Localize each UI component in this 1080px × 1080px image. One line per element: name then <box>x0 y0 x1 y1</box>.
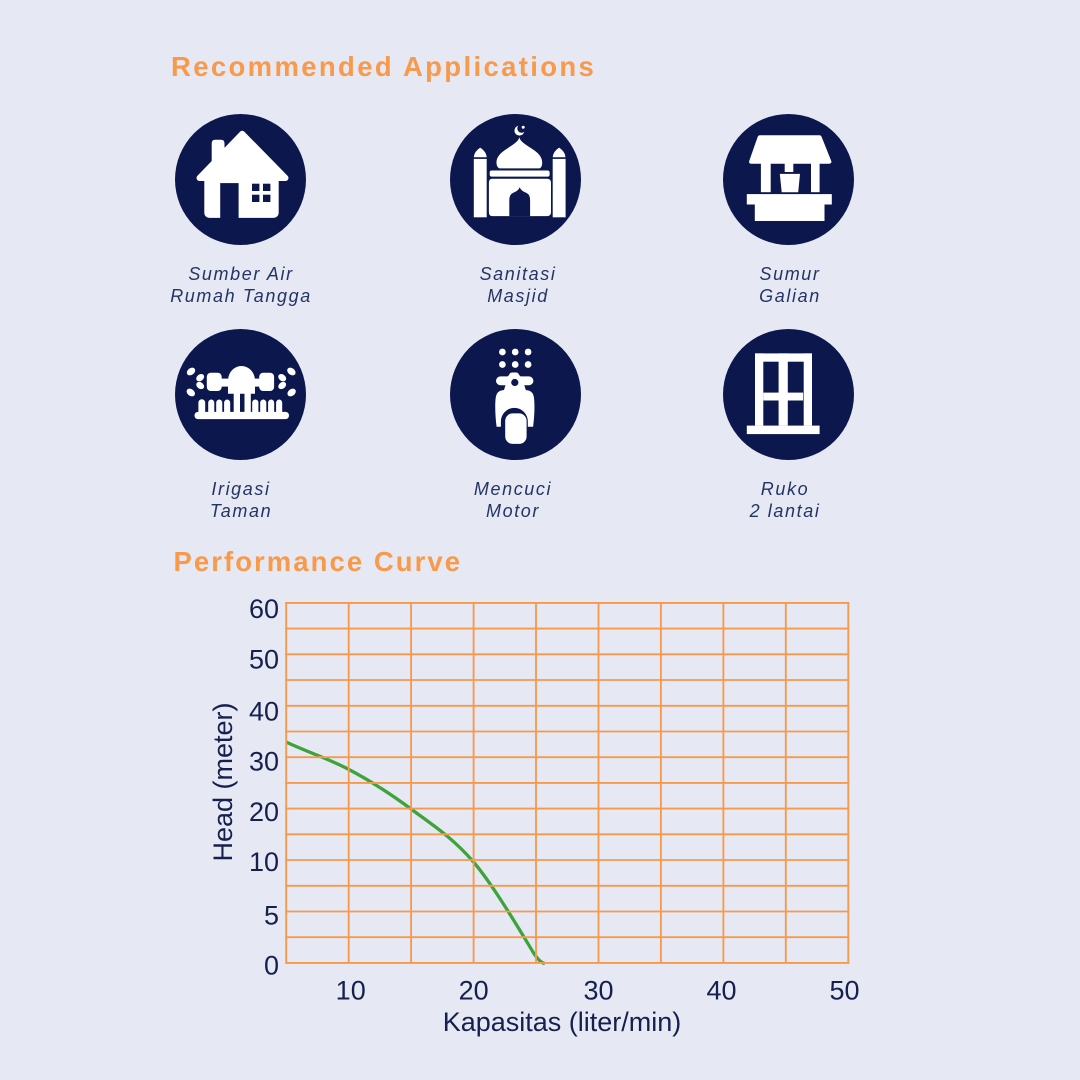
svg-text:50: 50 <box>249 645 279 675</box>
svg-text:40: 40 <box>249 696 279 726</box>
svg-text:10: 10 <box>249 847 279 877</box>
svg-text:30: 30 <box>249 746 279 776</box>
svg-text:50: 50 <box>829 975 859 1005</box>
svg-text:20: 20 <box>249 797 279 827</box>
svg-text:60: 60 <box>249 594 279 624</box>
svg-text:10: 10 <box>336 975 366 1005</box>
svg-text:Kapasitas (liter/min): Kapasitas (liter/min) <box>443 1007 682 1037</box>
svg-text:40: 40 <box>706 975 736 1005</box>
svg-text:20: 20 <box>459 975 489 1005</box>
svg-text:5: 5 <box>264 900 279 930</box>
svg-text:Head (meter): Head (meter) <box>208 702 238 861</box>
svg-text:30: 30 <box>583 975 613 1005</box>
svg-text:0: 0 <box>264 950 279 980</box>
